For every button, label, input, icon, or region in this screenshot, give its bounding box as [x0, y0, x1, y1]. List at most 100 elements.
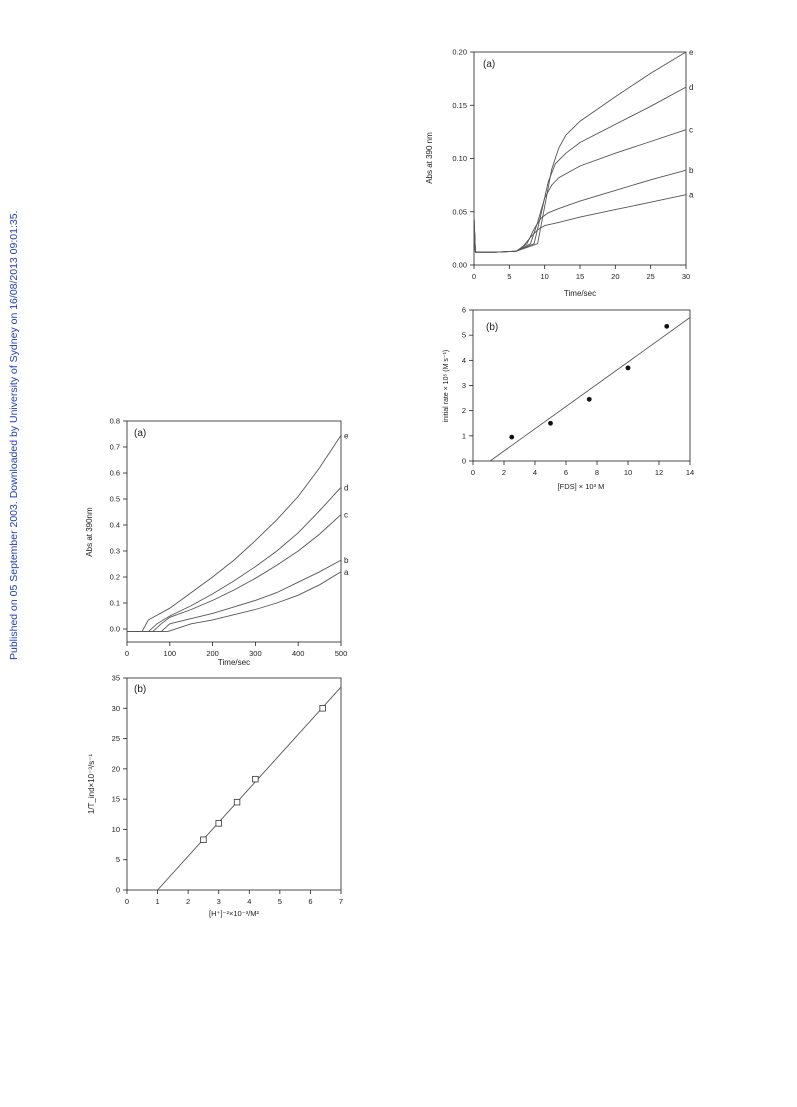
y-tick-label: 0.20	[452, 48, 467, 57]
data-point	[233, 798, 241, 806]
x-tick-label: 0	[471, 468, 475, 477]
y-tick-label: 3	[462, 381, 466, 390]
panel-label: (b)	[134, 684, 146, 695]
y-tick-label: 0.05	[452, 207, 467, 216]
x-tick-label: 0	[125, 897, 129, 906]
fit-line	[489, 317, 691, 462]
data-point	[215, 820, 222, 827]
x-tick-label: 15	[576, 272, 584, 281]
y-tick-label: 0.3	[110, 547, 120, 556]
series-label-b: b	[689, 166, 694, 175]
x-axis-label: Time/sec	[218, 658, 250, 667]
y-tick-label: 0.8	[110, 417, 120, 426]
x-tick-label: 300	[249, 649, 262, 658]
x-tick-label: 4	[247, 897, 251, 906]
y-tick-label: 5	[116, 855, 120, 864]
series-line-c	[127, 514, 342, 633]
series-line-e	[127, 435, 342, 633]
y-tick-label: 4	[462, 356, 466, 365]
data-point	[200, 836, 207, 843]
y-tick-label: 10	[112, 825, 120, 834]
series-label-b: b	[344, 556, 349, 565]
x-tick-label: 10	[624, 468, 632, 477]
panel-label: (a)	[483, 59, 495, 70]
panel-label: (b)	[486, 322, 498, 333]
x-tick-label: 0	[125, 649, 129, 658]
series-line-d	[473, 86, 687, 253]
x-tick-label: 200	[206, 649, 219, 658]
x-axis-label: Time/sec	[564, 289, 596, 298]
x-tick-label: 5	[507, 272, 511, 281]
data-point	[548, 420, 553, 426]
x-tick-label: 0	[472, 272, 476, 281]
x-tick-label: 7	[339, 897, 343, 906]
absorbance-time-chart-a-left: 0 100 200 300 400 500 0.0 0.1 0.2 0.3 0.4 0.5 0.6 0.7…	[85, 417, 349, 668]
y-axis-label: Abs at 390 nm	[425, 132, 434, 184]
series-line-b	[473, 169, 687, 253]
watermark-text: Published on 05 September 2003. Download…	[8, 211, 20, 660]
series-label-e: e	[689, 48, 694, 57]
y-tick-label: 0.00	[452, 261, 467, 270]
y-tick-label: 1	[462, 431, 466, 440]
x-axis-label: [FDS] × 10³ M	[558, 482, 605, 491]
series-label-c: c	[689, 126, 693, 135]
x-tick-label: 25	[646, 272, 654, 281]
x-tick-label: 400	[292, 649, 305, 658]
x-tick-label: 5	[278, 897, 282, 906]
fit-line	[157, 686, 342, 891]
series-label-d: d	[689, 83, 693, 92]
series-line-c	[473, 129, 687, 253]
y-tick-label: 0.1	[110, 599, 120, 608]
series-line-d	[127, 486, 342, 633]
y-axis-label: initial rate × 10⁵ (M s⁻¹)	[443, 350, 450, 423]
x-tick-label: 14	[686, 468, 694, 477]
x-tick-label: 2	[186, 897, 190, 906]
y-axis-label: Abs at 390nm	[85, 507, 94, 557]
plot-frame	[126, 677, 342, 891]
y-tick-label: 30	[112, 704, 120, 713]
y-tick-label: 6	[462, 306, 466, 315]
series-label-a: a	[689, 191, 694, 200]
plot-frame	[473, 51, 687, 266]
x-tick-label: 10	[540, 272, 548, 281]
y-tick-label: 0.6	[110, 469, 120, 478]
data-point	[509, 434, 515, 440]
y-tick-label: 20	[112, 764, 120, 773]
y-tick-label: 0.5	[110, 495, 120, 504]
x-tick-label: 12	[655, 468, 663, 477]
plot-frame	[472, 309, 691, 462]
absorbance-time-chart-a-top: 0 5 10 15 20 25 30 0.00 0.05 0.10 0.15 0.20 a b c d e (…	[425, 48, 694, 299]
y-tick-label: 0	[116, 886, 120, 895]
data-point	[664, 323, 670, 329]
y-tick-label: 25	[112, 734, 120, 743]
y-tick-label: 15	[112, 795, 120, 804]
publication-watermark: Published on 05 September 2003. Download…	[8, 211, 20, 660]
x-tick-label: 3	[217, 897, 221, 906]
series-label-d: d	[344, 483, 348, 492]
data-point	[586, 396, 592, 402]
x-tick-label: 6	[308, 897, 312, 906]
series-label-e: e	[344, 431, 349, 440]
y-tick-label: 35	[112, 674, 120, 683]
y-tick-label: 0	[462, 457, 466, 466]
plot-frame	[126, 420, 342, 643]
x-tick-label: 20	[611, 272, 619, 281]
x-tick-label: 1	[155, 897, 159, 906]
y-tick-label: 0.4	[110, 521, 120, 530]
series-line-a	[473, 194, 687, 253]
y-tick-label: 0.2	[110, 573, 120, 582]
data-point	[625, 365, 631, 371]
y-tick-label: 2	[462, 406, 466, 415]
x-axis-label: [H⁺]⁻²×10⁻³/M²	[209, 909, 260, 918]
x-tick-label: 500	[335, 649, 348, 658]
series-label-a: a	[344, 568, 349, 577]
y-tick-label: 0.7	[110, 443, 120, 452]
x-tick-label: 100	[164, 649, 177, 658]
y-tick-label: 5	[462, 331, 466, 340]
data-point	[252, 775, 259, 783]
y-tick-label: 0.0	[110, 625, 120, 634]
induction-rate-chart-b: 0 1 2 3 4 5 6 7 0 5 10 15 20 25 30 35 (b) 1/T_ind×10⁻³/…	[87, 674, 343, 919]
x-tick-label: 30	[682, 272, 690, 281]
y-tick-label: 0.15	[452, 101, 467, 110]
